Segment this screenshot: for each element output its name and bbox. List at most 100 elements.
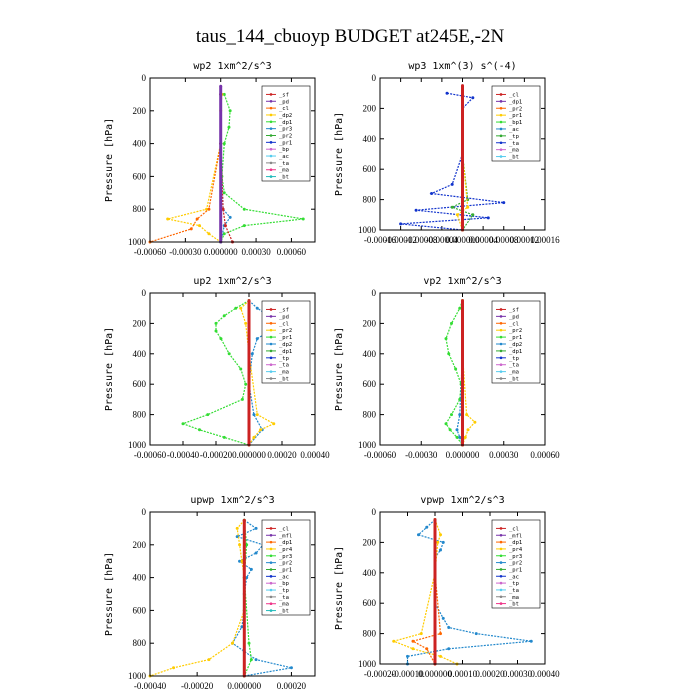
- data-point: [473, 420, 477, 424]
- legend-entry: _bt: [509, 155, 519, 161]
- y-tick-label: 0: [142, 507, 147, 517]
- legend-marker: [499, 93, 503, 96]
- data-point: [222, 142, 226, 146]
- legend-entry: _tp: [509, 356, 519, 362]
- series-line: [220, 94, 231, 243]
- data-point: [239, 306, 243, 310]
- series-line: [167, 94, 223, 243]
- legend-entry: _ac: [509, 574, 519, 580]
- data-point: [439, 533, 442, 537]
- y-tick-label: 800: [133, 204, 147, 214]
- data-point: [247, 641, 251, 645]
- legend-entry: _cl: [509, 92, 519, 98]
- data-point: [458, 435, 462, 439]
- y-tick-label: 0: [142, 73, 147, 83]
- y-axis-label: Pressure [hPa]: [334, 112, 345, 196]
- y-tick-label: 400: [363, 349, 377, 359]
- data-point: [242, 224, 246, 228]
- data-point: [447, 626, 451, 630]
- legend-box: [491, 85, 541, 162]
- legend-entry: _bt: [279, 609, 289, 615]
- legend-entry: _dp1: [509, 99, 522, 105]
- data-point: [195, 217, 199, 221]
- x-tick-label: -0.00016: [364, 235, 397, 245]
- legend-entry: _ma: [279, 370, 289, 376]
- data-point: [417, 533, 420, 537]
- legend-entry: _sf: [509, 307, 519, 313]
- legend-marker: [499, 100, 503, 103]
- data-point: [272, 422, 276, 426]
- x-tick-label: -0.00004: [426, 235, 459, 245]
- legend-marker: [499, 602, 503, 605]
- y-tick-label: 800: [363, 629, 377, 639]
- legend-marker: [269, 127, 273, 130]
- legend-marker: [499, 127, 503, 131]
- series-line: [248, 300, 284, 446]
- data-point: [222, 314, 226, 318]
- legend-marker: [269, 141, 273, 144]
- legend-marker: [269, 595, 273, 599]
- data-point: [231, 641, 234, 645]
- data-point: [221, 207, 225, 211]
- y-tick-label: 400: [363, 134, 377, 144]
- legend-entry: _tp: [509, 134, 519, 140]
- legend-marker: [499, 120, 503, 124]
- legend-marker: [269, 93, 273, 96]
- data-point: [255, 337, 259, 341]
- data-point: [242, 207, 246, 211]
- data-point: [222, 232, 226, 236]
- y-tick-label: 600: [133, 605, 147, 615]
- y-tick-label: 1000: [358, 659, 377, 669]
- legend-marker: [269, 554, 273, 558]
- data-point: [254, 658, 258, 662]
- legend-entry: _pr1: [279, 568, 292, 574]
- legend-marker: [269, 308, 273, 311]
- data-point: [455, 213, 459, 217]
- data-point: [198, 224, 201, 228]
- plot-frame: [149, 77, 316, 243]
- data-point: [433, 518, 437, 522]
- panel-title: up2 1xm^2/s^3: [193, 276, 271, 287]
- legend-marker: [269, 342, 273, 346]
- legend-marker: [499, 328, 503, 332]
- legend-marker: [269, 147, 273, 151]
- legend-marker: [499, 113, 503, 117]
- data-point: [444, 422, 448, 426]
- data-point: [240, 397, 244, 401]
- series-line: [391, 519, 458, 665]
- data-point: [189, 227, 193, 231]
- data-point: [252, 435, 256, 439]
- legend-marker: [269, 363, 273, 367]
- y-tick-label: 600: [133, 379, 147, 389]
- panel-4: vp2 1xm^2/s^3 Pressure [hPa] 0 200 400 600 800…: [334, 276, 560, 460]
- data-point: [238, 559, 242, 563]
- y-tick-label: 1000: [358, 440, 377, 450]
- y-tick-label: 0: [372, 73, 377, 83]
- legend-marker: [499, 568, 503, 571]
- x-tick-label: -0.00008: [405, 235, 438, 245]
- data-point: [458, 413, 462, 417]
- legend-entry: _ma: [509, 148, 519, 154]
- data-point: [255, 306, 259, 310]
- data-point: [414, 208, 418, 212]
- legend-marker: [499, 377, 503, 380]
- x-tick-label: 0.00030: [241, 247, 271, 257]
- panel-title: wp3 1xm^(3) s^(-4): [408, 61, 516, 72]
- data-point: [250, 352, 254, 356]
- series-line: [445, 300, 464, 446]
- series-line: [450, 93, 474, 231]
- panel-2: wp3 1xm^(3) s^(-4) Pressure [hPa] 0 200 400 6…: [334, 61, 560, 245]
- legend-marker: [269, 315, 273, 318]
- y-axis-label: Pressure [hPa]: [104, 327, 115, 411]
- data-point: [465, 413, 469, 417]
- data-point: [466, 205, 470, 209]
- figure-title: taus_144_cbuoyp BUDGET at245E,-2N: [196, 26, 505, 47]
- legend-entry: _pd: [279, 314, 289, 320]
- legend-box: [491, 300, 541, 384]
- x-tick-label: 0.000000: [232, 450, 266, 460]
- legend-marker: [499, 315, 503, 318]
- data-point: [450, 321, 453, 325]
- x-tick-label: -0.00060: [134, 247, 167, 257]
- legend-marker: [499, 547, 503, 551]
